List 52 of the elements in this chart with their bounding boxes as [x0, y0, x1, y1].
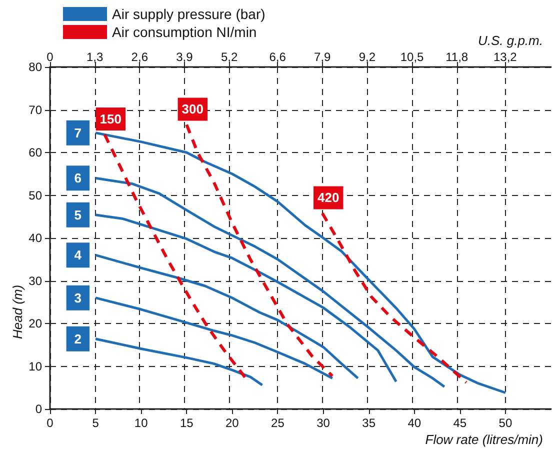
line-series	[94, 132, 507, 394]
y-tick-label: 10	[28, 359, 42, 374]
y-tick-label: 60	[28, 146, 42, 160]
x-tick-label: 40	[408, 416, 422, 430]
x-tick-label: 10	[134, 416, 148, 430]
x2-tick-label: 1,3	[86, 50, 104, 64]
x2-tick-label: 2,6	[131, 50, 148, 64]
x2-tick-label: 3,9	[176, 50, 194, 64]
y-tick-label: 70	[28, 102, 42, 117]
x2-tick-label: 6,6	[269, 50, 286, 64]
x-tick-label: 25	[271, 416, 285, 430]
line-series	[94, 254, 360, 380]
legend-label: Air consumption NI/min	[112, 24, 257, 40]
line-series	[320, 212, 468, 384]
x2-tick-label: 13,2	[493, 50, 518, 64]
x-tick-label: 15	[180, 416, 194, 430]
x2-tick-label: 7,9	[314, 50, 332, 64]
series-label: 420	[318, 190, 340, 206]
y-tick-label: 50	[28, 188, 42, 202]
x2-tick-label: 5,2	[220, 50, 238, 64]
x-tick-label: 30	[316, 416, 330, 430]
series-label: 3	[74, 290, 82, 306]
x2-tick-label: 9,2	[358, 50, 376, 64]
x-tick-label: 5	[92, 416, 100, 430]
x-tick-label: 35	[362, 416, 376, 430]
series-label: 2	[74, 331, 82, 346]
y-tick-label: 20	[28, 316, 42, 330]
y-axis-title: Head (m)	[10, 284, 25, 339]
line-series	[94, 176, 446, 388]
series-label: 300	[182, 102, 204, 117]
y-tick-label: 80	[28, 60, 42, 74]
legend-label: Air supply pressure (bar)	[112, 6, 266, 22]
x2-tick-label: 11,8	[446, 50, 468, 64]
series-label: 6	[74, 170, 82, 186]
line-series	[94, 214, 398, 383]
series-label: 150	[100, 112, 122, 127]
y-tick-label: 30	[28, 274, 42, 288]
x2-tick-label: 10,5	[400, 50, 424, 64]
x-tick-label: 50	[498, 416, 512, 430]
x2-tick-label: 0	[46, 50, 54, 64]
series-label: 5	[74, 207, 82, 222]
x-axis-title: Flow rate (litres/min)	[425, 432, 543, 447]
line-series	[94, 296, 334, 380]
y-tick-label: 40	[28, 231, 42, 245]
x-tick-label: 45	[453, 416, 467, 430]
x-tick-label: 20	[226, 416, 240, 430]
line-series	[94, 338, 264, 386]
x-tick-label: 0	[46, 416, 54, 430]
y-tick-label: 0	[35, 402, 42, 416]
x2-axis-title: U.S. g.p.m.	[478, 33, 543, 48]
series-label: 7	[74, 125, 82, 140]
series-label: 4	[74, 248, 82, 263]
